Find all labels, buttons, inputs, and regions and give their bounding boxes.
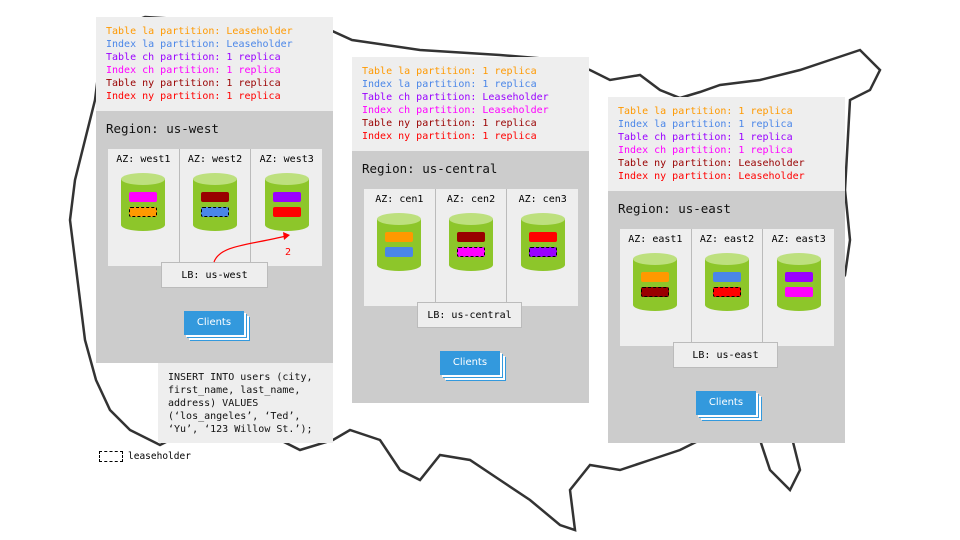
legend-line: Table ny partition: Leaseholder: [618, 158, 805, 169]
database-node-icon: [377, 213, 422, 277]
leaseholder-replica: [641, 287, 670, 297]
az-label: AZ: west3: [259, 154, 314, 165]
load-balancer: LB: us-central: [417, 302, 522, 328]
clients-button[interactable]: Clients: [184, 311, 244, 335]
az-label: AZ: cen2: [446, 194, 496, 205]
clients-button[interactable]: Clients: [696, 391, 756, 415]
region-central: Region: us-central AZ: cen1 AZ: cen2 AZ:…: [352, 151, 589, 403]
replica: [129, 192, 158, 202]
az-label: AZ: west2: [187, 154, 243, 165]
region-title: Region: us-east: [618, 201, 731, 216]
availability-zone: AZ: east3: [763, 229, 834, 346]
database-node-icon: [121, 173, 166, 237]
partition-legend-central: Table la partition: 1 replica Index la pa…: [352, 57, 589, 151]
az-container: AZ: east1 AZ: east2 AZ: east3: [620, 229, 834, 346]
legend-line: Index ny partition: 1 replica: [106, 91, 281, 102]
sql-line: first_name, last_name,: [168, 385, 301, 396]
legend-line: Index ny partition: 1 replica: [362, 131, 537, 142]
legend-line: Index la partition: Leaseholder: [106, 39, 293, 50]
replica: [385, 232, 414, 242]
load-balancer: LB: us-east: [673, 342, 778, 368]
replica: [272, 192, 301, 202]
database-node-icon: [776, 253, 821, 317]
database-node-icon: [264, 173, 309, 237]
partition-legend-east: Table la partition: 1 replica Index la pa…: [608, 97, 845, 191]
sql-line: (‘los_angeles’, ‘Ted’,: [168, 411, 301, 422]
az-label: AZ: east3: [771, 234, 826, 245]
legend-line: Index ch partition: Leaseholder: [362, 105, 549, 116]
replica: [272, 207, 301, 217]
leaseholder-key: leaseholder: [99, 451, 191, 462]
replica: [713, 272, 741, 282]
leaseholder-replica: [129, 207, 158, 217]
replica: [641, 272, 670, 282]
legend-line: Table la partition: 1 replica: [618, 106, 793, 117]
legend-line: Index ch partition: 1 replica: [106, 65, 281, 76]
partition-legend-west: Table la partition: Leaseholder Index la …: [96, 17, 333, 111]
legend-line: Table ch partition: 1 replica: [106, 52, 281, 63]
leaseholder-replica: [457, 247, 485, 257]
az-label: AZ: cen1: [375, 194, 424, 205]
legend-line: Index la partition: 1 replica: [618, 119, 793, 130]
region-title: Region: us-central: [362, 161, 498, 176]
sql-statement: INSERT INTO users (city, first_name, last…: [158, 363, 333, 443]
az-label: AZ: east1: [628, 234, 683, 245]
sql-line: ‘Yu’, ‘123 Willow St.’);: [168, 424, 313, 435]
legend-line: Index ch partition: 1 replica: [618, 145, 793, 156]
replica: [528, 232, 557, 242]
leaseholder-key-label: leaseholder: [128, 451, 191, 462]
availability-zone: AZ: cen3: [507, 189, 578, 306]
availability-zone: AZ: cen2: [436, 189, 508, 306]
replica: [784, 287, 813, 297]
az-label: AZ: east2: [699, 234, 755, 245]
region-title: Region: us-west: [106, 121, 219, 136]
legend-line: Table la partition: Leaseholder: [106, 26, 293, 37]
replica: [201, 192, 229, 202]
clients-button[interactable]: Clients: [440, 351, 500, 375]
availability-zone: AZ: west2: [180, 149, 252, 266]
legend-line: Index ny partition: Leaseholder: [618, 171, 805, 182]
availability-zone: AZ: cen1: [364, 189, 436, 306]
sql-line: INSERT INTO users (city,: [168, 372, 313, 383]
leaseholder-replica: [528, 247, 557, 257]
legend-line: Table ch partition: 1 replica: [618, 132, 793, 143]
region-east: Region: us-east AZ: east1 AZ: east2 AZ: …: [608, 191, 845, 443]
availability-zone: AZ: east2: [692, 229, 764, 346]
availability-zone: AZ: west3: [251, 149, 322, 266]
region-west: Region: us-west AZ: west1 AZ: west2 AZ: …: [96, 111, 333, 363]
load-balancer: LB: us-west: [161, 262, 268, 288]
database-node-icon: [193, 173, 237, 237]
sql-line: address) VALUES: [168, 398, 259, 409]
database-node-icon: [520, 213, 565, 277]
database-node-icon: [449, 213, 493, 277]
availability-zone: AZ: west1: [108, 149, 180, 266]
legend-line: Table ny partition: 1 replica: [106, 78, 281, 89]
replica: [457, 232, 485, 242]
az-container: AZ: cen1 AZ: cen2 AZ: cen3: [364, 189, 578, 306]
legend-line: Table la partition: 1 replica: [362, 66, 537, 77]
legend-line: Index la partition: 1 replica: [362, 79, 537, 90]
az-label: AZ: west1: [116, 154, 171, 165]
availability-zone: AZ: east1: [620, 229, 692, 346]
arrow-label: 2: [285, 247, 292, 258]
az-container: AZ: west1 AZ: west2 AZ: west3: [108, 149, 322, 266]
replica: [784, 272, 813, 282]
az-label: AZ: cen3: [518, 194, 567, 205]
legend-line: Table ny partition: 1 replica: [362, 118, 537, 129]
leaseholder-replica: [201, 207, 229, 217]
leaseholder-replica: [713, 287, 741, 297]
database-node-icon: [705, 253, 749, 317]
dashed-box-icon: [99, 451, 123, 462]
database-node-icon: [633, 253, 678, 317]
legend-line: Table ch partition: Leaseholder: [362, 92, 549, 103]
replica: [385, 247, 414, 257]
